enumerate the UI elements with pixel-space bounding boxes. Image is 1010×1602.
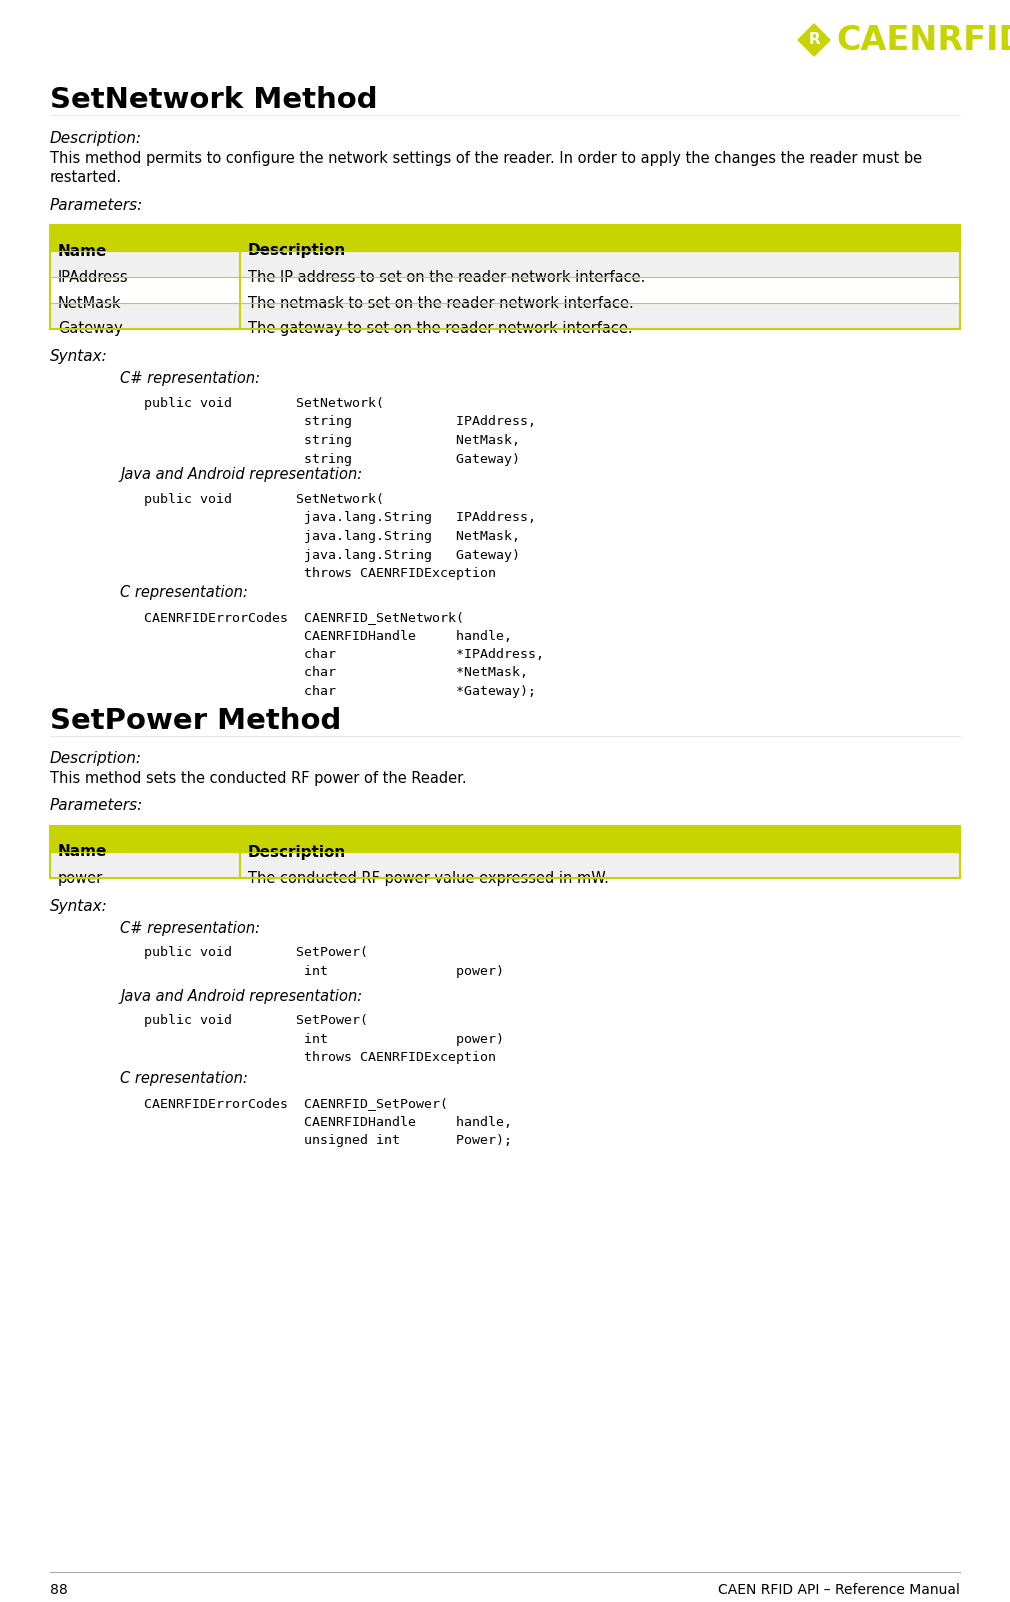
Text: public void        SetNetwork(
                       java.lang.String   IPAddre: public void SetNetwork( java.lang.String… bbox=[120, 493, 536, 580]
Text: The gateway to set on the reader network interface.: The gateway to set on the reader network… bbox=[248, 322, 632, 336]
Bar bbox=[50, 852, 959, 878]
Text: CAENRFID: CAENRFID bbox=[836, 24, 1010, 56]
Bar bbox=[50, 224, 959, 252]
Text: This method sets the conducted RF power of the Reader.: This method sets the conducted RF power … bbox=[50, 772, 467, 787]
Text: Syntax:: Syntax: bbox=[50, 899, 108, 913]
Bar bbox=[50, 252, 959, 277]
Bar bbox=[50, 303, 959, 328]
Bar bbox=[50, 277, 959, 303]
Text: R: R bbox=[808, 32, 820, 48]
Text: Java and Android representation:: Java and Android representation: bbox=[120, 988, 363, 1003]
Text: Name: Name bbox=[58, 244, 107, 258]
Text: Description:: Description: bbox=[50, 751, 142, 766]
Text: CAENRFIDErrorCodes  CAENRFID_SetPower(
                       CAENRFIDHandle    : CAENRFIDErrorCodes CAENRFID_SetPower( CA… bbox=[120, 1097, 512, 1147]
Text: Description:: Description: bbox=[50, 130, 142, 146]
Bar bbox=[50, 827, 959, 852]
Text: Syntax:: Syntax: bbox=[50, 349, 108, 365]
Text: Parameters:: Parameters: bbox=[50, 197, 143, 213]
Text: This method permits to configure the network settings of the reader. In order to: This method permits to configure the net… bbox=[50, 151, 922, 165]
Text: Gateway: Gateway bbox=[58, 322, 123, 336]
Text: public void        SetPower(
                       int                power): public void SetPower( int power) bbox=[120, 947, 504, 977]
Text: Name: Name bbox=[58, 844, 107, 860]
Bar bbox=[50, 224, 959, 328]
Text: SetNetwork Method: SetNetwork Method bbox=[50, 87, 378, 114]
Text: restarted.: restarted. bbox=[50, 170, 122, 184]
Text: public void        SetPower(
                       int                power)
  : public void SetPower( int power) bbox=[120, 1014, 504, 1064]
Text: Description: Description bbox=[248, 844, 346, 860]
Text: CAENRFIDErrorCodes  CAENRFID_SetNetwork(
                       CAENRFIDHandle  : CAENRFIDErrorCodes CAENRFID_SetNetwork( … bbox=[120, 610, 544, 698]
Polygon shape bbox=[798, 24, 830, 56]
Text: The IP address to set on the reader network interface.: The IP address to set on the reader netw… bbox=[248, 269, 645, 285]
Text: C representation:: C representation: bbox=[120, 585, 247, 601]
Text: The conducted RF power value expressed in mW.: The conducted RF power value expressed i… bbox=[248, 870, 609, 886]
Text: public void        SetNetwork(
                       string             IPAddre: public void SetNetwork( string IPAddre bbox=[120, 397, 536, 466]
Text: C representation:: C representation: bbox=[120, 1072, 247, 1086]
Bar bbox=[50, 827, 959, 878]
Text: Description: Description bbox=[248, 244, 346, 258]
Text: C# representation:: C# representation: bbox=[120, 372, 260, 386]
Text: Parameters:: Parameters: bbox=[50, 798, 143, 814]
Text: NetMask: NetMask bbox=[58, 295, 121, 311]
Text: Java and Android representation:: Java and Android representation: bbox=[120, 468, 363, 482]
Text: CAEN RFID API – Reference Manual: CAEN RFID API – Reference Manual bbox=[718, 1583, 960, 1597]
Text: 88: 88 bbox=[50, 1583, 68, 1597]
Text: power: power bbox=[58, 870, 103, 886]
Text: The netmask to set on the reader network interface.: The netmask to set on the reader network… bbox=[248, 295, 633, 311]
Text: IPAddress: IPAddress bbox=[58, 269, 128, 285]
Text: SetPower Method: SetPower Method bbox=[50, 706, 341, 735]
Text: C# representation:: C# representation: bbox=[120, 921, 260, 936]
